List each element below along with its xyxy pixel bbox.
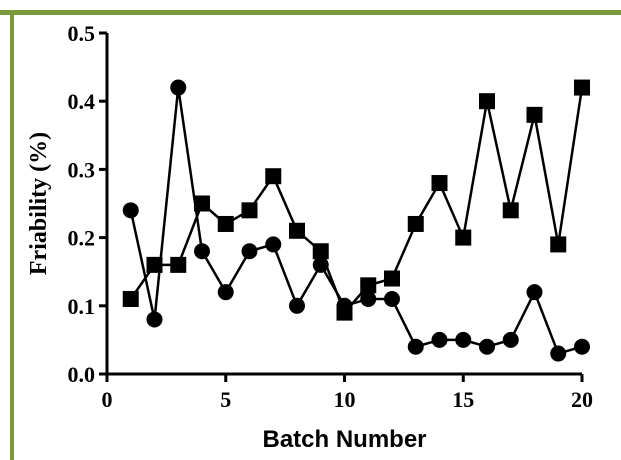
square-point (265, 168, 282, 185)
square-point (336, 304, 353, 321)
frame-left-border (10, 10, 14, 460)
square-point (431, 175, 448, 192)
y-tick-label: 0.1 (68, 294, 96, 319)
square-point (384, 270, 400, 287)
circle-point (170, 79, 187, 96)
y-axis-title: Friability (%) (26, 132, 52, 275)
circle-point (241, 243, 258, 260)
square-point (550, 236, 567, 253)
square-point (312, 243, 329, 260)
circle-point (479, 338, 495, 355)
y-tick-label: 0.3 (68, 157, 96, 182)
y-tick-label: 0.0 (68, 362, 96, 387)
circle-point (431, 331, 448, 348)
y-tick-label: 0.5 (68, 21, 96, 46)
square-point (502, 202, 519, 219)
circle-point (122, 202, 139, 219)
y-tick-label: 0.4 (68, 89, 96, 114)
square-point (194, 195, 210, 212)
frame-top-border (0, 10, 621, 15)
circle-point (502, 331, 519, 348)
x-tick-label: 15 (452, 387, 474, 412)
circle-point (384, 290, 400, 307)
x-axis-title: Batch Number (262, 426, 426, 453)
axes (99, 31, 584, 382)
circle-point (574, 338, 590, 355)
square-point (479, 93, 495, 110)
x-tick-label: 20 (571, 387, 593, 412)
circle-point (289, 297, 305, 314)
circle-point (407, 338, 424, 355)
square-point (455, 229, 472, 246)
series-layer (122, 79, 590, 362)
x-tick-label: 10 (334, 387, 356, 412)
circle-point (194, 243, 210, 260)
circle-point (550, 345, 567, 362)
square-point (574, 79, 590, 96)
tick-labels: 0.0 0.1 0.2 0.3 0.4 0.5 0 5 10 15 20 (68, 21, 594, 412)
x-tick-label: 5 (220, 387, 231, 412)
square-point (146, 256, 163, 273)
square-point (217, 215, 234, 232)
circle-point (360, 290, 377, 307)
circle-point (217, 284, 234, 301)
x-tick-label: 0 (102, 387, 113, 412)
square-point (289, 222, 305, 239)
square-point (170, 256, 187, 273)
square-point (407, 215, 424, 232)
circle-point (526, 284, 543, 301)
circle-point (455, 331, 472, 348)
circle-point (265, 236, 282, 253)
circle-point (146, 311, 163, 328)
square-point (526, 106, 543, 123)
square-point (122, 290, 139, 307)
series-circle-line (129, 87, 583, 356)
square-point (241, 202, 258, 219)
square-point (360, 277, 377, 294)
y-tick-label: 0.2 (68, 226, 96, 251)
